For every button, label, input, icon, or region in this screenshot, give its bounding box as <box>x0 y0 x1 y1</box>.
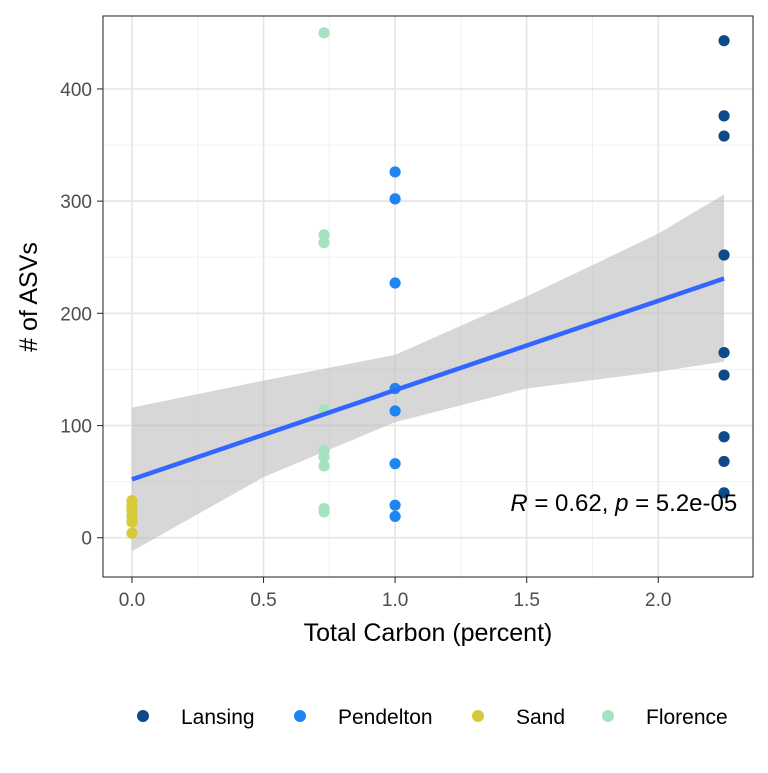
data-point-pendelton <box>389 510 401 523</box>
x-tick-label: 1.0 <box>382 590 408 611</box>
legend-key-florence <box>602 710 614 722</box>
legend: Lansing Pendelton Sand Florence <box>137 706 728 729</box>
axes: 0.0 0.5 1.0 1.5 2.0 0 100 200 300 400 <box>60 80 671 611</box>
data-point-lansing <box>718 35 730 47</box>
x-tick-label: 0.0 <box>119 590 145 611</box>
data-point-pendelton <box>389 458 401 470</box>
annotation-r-text: = 0.62, <box>528 490 615 517</box>
data-point-lansing <box>718 369 730 381</box>
data-point-pendelton <box>389 166 401 178</box>
annotation-p-text: = 5.2e-05 <box>628 490 737 517</box>
confidence-band-area <box>131 194 725 552</box>
legend-key-lansing <box>137 710 149 722</box>
data-point-florence <box>318 506 330 518</box>
data-point-lansing <box>718 455 730 468</box>
legend-key-pendelton <box>294 710 306 722</box>
legend-label-pendelton: Pendelton <box>338 706 433 729</box>
legend-key-sand <box>472 710 484 722</box>
y-tick-label: 400 <box>60 80 92 101</box>
y-tick-label: 0 <box>81 529 92 550</box>
data-point-pendelton <box>389 193 401 205</box>
legend-label-sand: Sand <box>516 706 565 729</box>
y-axis-title: # of ASVs <box>15 242 43 352</box>
panel-border <box>102 15 754 578</box>
annotation-p-symbol: p <box>614 490 628 517</box>
annotation: R = 0.62, p = 5.2e-05 <box>510 490 737 517</box>
data-point-lansing <box>718 110 730 122</box>
y-tick-label: 200 <box>60 304 92 325</box>
regression-line <box>131 276 725 482</box>
legend-label-florence: Florence <box>646 706 728 729</box>
confidence-band <box>131 194 725 552</box>
y-tick-label: 100 <box>60 417 92 438</box>
data-point-lansing <box>718 347 730 359</box>
data-point-sand <box>126 516 138 528</box>
annotation-r-symbol: R <box>510 490 527 517</box>
data-point-lansing <box>718 487 730 499</box>
x-tick-label: 0.5 <box>250 590 276 611</box>
data-point-lansing <box>718 431 730 443</box>
data-point-pendelton <box>389 499 401 511</box>
data-point-florence <box>318 237 330 249</box>
data-point-florence <box>318 451 330 463</box>
x-tick-label: 1.5 <box>513 590 539 611</box>
data-point-sand <box>126 527 138 539</box>
data-point-lansing <box>718 249 730 261</box>
data-point-pendelton <box>389 405 401 417</box>
x-tick-label: 2.0 <box>645 590 671 611</box>
data-point-pendelton <box>389 277 401 289</box>
data-point-florence <box>318 460 330 472</box>
points <box>126 27 730 539</box>
grid <box>103 16 753 577</box>
legend-label-lansing: Lansing <box>181 706 255 729</box>
data-point-lansing <box>718 130 730 142</box>
y-tick-label: 300 <box>60 192 92 213</box>
x-axis-title: Total Carbon (percent) <box>304 619 553 647</box>
data-point-florence <box>318 27 330 39</box>
data-point-florence <box>318 229 330 241</box>
regression <box>131 276 725 482</box>
